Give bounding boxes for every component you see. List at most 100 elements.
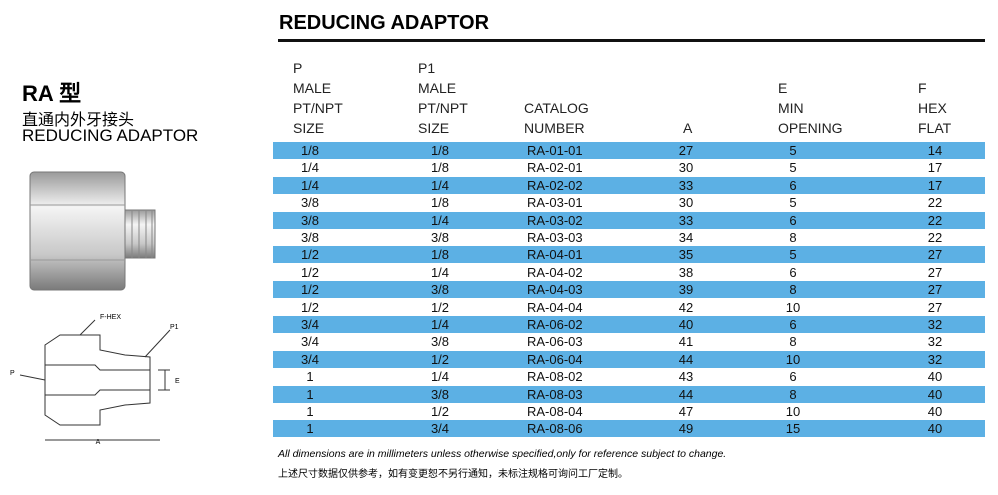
table-cell: 1/4	[430, 317, 450, 332]
table-cell: 8	[789, 386, 797, 402]
label-p1: P1	[170, 324, 179, 331]
table-cell: RA-04-04	[527, 299, 583, 315]
label-a: A	[96, 439, 101, 446]
table-row	[273, 159, 985, 176]
table-cell: 14	[927, 143, 943, 158]
table-cell: 30	[678, 195, 694, 211]
table-cell: RA-06-03	[527, 334, 583, 350]
table-cell: 27	[927, 247, 943, 263]
table-cell: 1	[306, 369, 314, 385]
table-cell: 8	[789, 334, 797, 350]
table-row	[273, 176, 985, 194]
table-cell: 6	[789, 177, 797, 193]
table-cell: 33	[678, 212, 694, 228]
table-cell: RA-01-01	[527, 143, 583, 158]
table-cell: 40	[927, 369, 943, 385]
table-row	[273, 264, 985, 281]
title-rule	[278, 39, 985, 42]
table-cell: 1/8	[430, 143, 450, 158]
table-cell: 49	[678, 421, 694, 437]
table-cell: 3/4	[300, 334, 320, 350]
table-cell: 1/4	[430, 264, 450, 280]
table-cell: RA-04-03	[527, 282, 583, 298]
table-row	[273, 350, 985, 368]
table-cell: 1/2	[300, 299, 320, 315]
table-row	[273, 194, 985, 211]
table-cell: 17	[927, 160, 943, 176]
table-cell: 1/2	[300, 264, 320, 280]
table-cell: 8	[789, 230, 797, 245]
table-cell: 27	[927, 264, 943, 280]
table-cell: 3/8	[300, 195, 320, 211]
table-cell: 3/8	[300, 212, 320, 228]
table-cell: 1/2	[430, 351, 450, 367]
column-header: F	[918, 80, 927, 96]
table-cell: 3/4	[300, 317, 320, 332]
table-row	[273, 333, 985, 350]
table-cell: 40	[927, 404, 943, 419]
table-cell: 22	[927, 230, 943, 245]
table-cell: 17	[927, 177, 943, 193]
table-row	[273, 420, 985, 438]
note-cn: 上述尺寸数据仅供参考，如有变更恕不另行通知，未标注规格可询问工厂定制。	[278, 469, 628, 480]
column-header: HEX	[918, 100, 947, 116]
table-cell: 32	[927, 334, 943, 350]
table-cell: 10	[785, 404, 801, 419]
table-cell: 27	[927, 299, 943, 315]
table-cell: RA-08-02	[527, 369, 583, 385]
table-cell: 1/4	[430, 369, 450, 385]
table-cell: RA-04-02	[527, 264, 583, 280]
table-cell: 1/2	[300, 282, 320, 298]
table-cell: 1/2	[430, 404, 450, 419]
table-cell: RA-08-06	[527, 421, 583, 437]
table-cell: 3/8	[430, 386, 450, 402]
table-cell: 41	[678, 334, 694, 350]
table-cell: 1	[306, 421, 314, 437]
title: REDUCING ADAPTOR	[279, 12, 490, 34]
table-cell: 27	[678, 143, 694, 158]
table-cell: RA-02-01	[527, 160, 583, 176]
table-cell: 15	[785, 421, 801, 437]
table-cell: 38	[678, 264, 694, 280]
table-cell: 10	[785, 299, 801, 315]
table-cell: 43	[678, 369, 694, 385]
table-row	[273, 229, 985, 246]
table-cell: 5	[789, 195, 797, 211]
column-header: MALE	[418, 80, 457, 96]
column-header: NUMBER	[524, 120, 585, 136]
table-cell: 8	[789, 282, 797, 298]
table-cell: RA-08-03	[527, 386, 583, 402]
table-cell: 1/4	[300, 160, 320, 176]
table-cell: 1/4	[430, 212, 450, 228]
table-cell: 22	[927, 195, 943, 211]
table-cell: 33	[678, 177, 694, 193]
column-header: E	[778, 80, 788, 96]
table-cell: 1/4	[300, 177, 320, 193]
table-cell: 3/8	[430, 334, 450, 350]
table-cell: 1/8	[430, 160, 450, 176]
label-e: E	[175, 378, 180, 385]
label-f-hex: F-HEX	[100, 314, 121, 321]
table-cell: 6	[789, 212, 797, 228]
column-header: PT/NPT	[293, 100, 343, 116]
table-row	[273, 142, 985, 159]
table-row	[273, 246, 985, 264]
table-cell: RA-03-01	[527, 195, 583, 211]
table-cell: 3/4	[430, 421, 450, 437]
name-cn: 直通内外牙接头	[22, 112, 135, 129]
table-row	[273, 368, 985, 385]
table-row	[273, 403, 985, 420]
column-header: SIZE	[418, 120, 450, 136]
table-cell: 44	[678, 386, 694, 402]
table-cell: 47	[678, 404, 694, 419]
table-cell: 40	[678, 317, 694, 332]
table-cell: 32	[927, 351, 943, 367]
column-header: OPENING	[778, 120, 843, 136]
table-cell: 1/2	[430, 299, 450, 315]
table-cell: 1/8	[430, 247, 450, 263]
table-cell: 1	[306, 404, 314, 419]
table-cell: RA-08-04	[527, 404, 583, 419]
table-cell: 3/8	[300, 230, 320, 245]
table-row	[273, 385, 985, 403]
product-photo	[29, 171, 156, 291]
